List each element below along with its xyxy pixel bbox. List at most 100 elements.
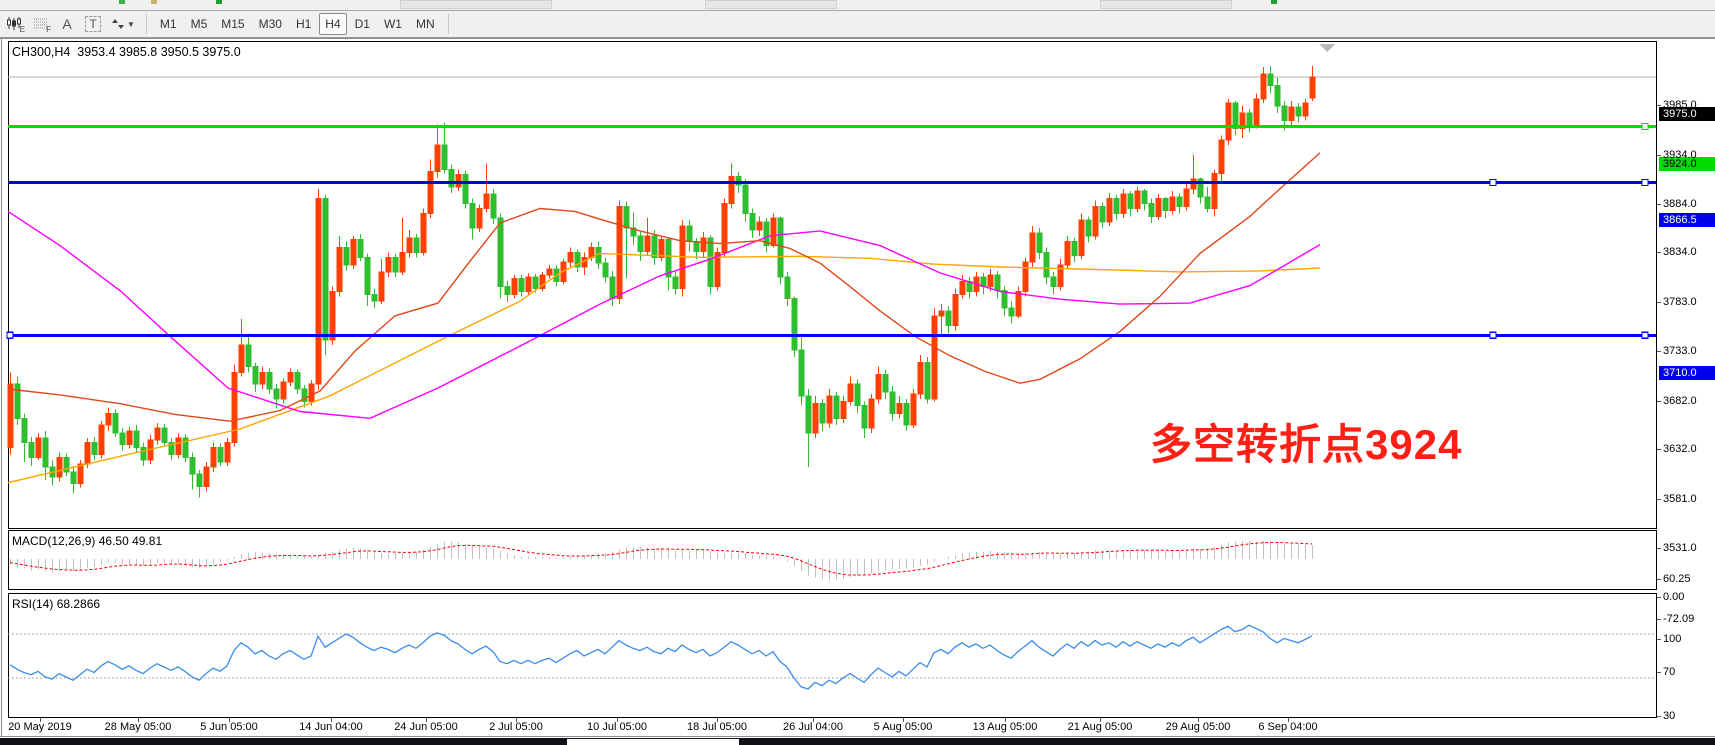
chart-shift-marker[interactable] [1319, 44, 1335, 52]
ma-red [7, 152, 1321, 422]
macd-axis-tick [1657, 618, 1661, 620]
hline-handle[interactable] [1641, 331, 1649, 339]
timeframe-d1-button[interactable]: D1 [354, 17, 370, 31]
price-axis-tick [1657, 449, 1661, 451]
hline-handle[interactable] [1489, 179, 1497, 187]
timeframe-m1-button[interactable]: M1 [159, 17, 177, 31]
time-axis-label[interactable]: 2 Jul 05:00 [489, 721, 543, 733]
window-left-border [1, 39, 2, 737]
macd-axis-label: -72.09 [1663, 612, 1695, 625]
price-axis-tick [1657, 154, 1661, 156]
price-axis-tick [1657, 105, 1661, 106]
chart-window: CH300,H4 3953.4 3985.8 3950.5 3975.0 MAC… [0, 38, 1715, 745]
time-axis-tick [40, 718, 41, 722]
time-axis-label[interactable]: 26 Jul 04:00 [783, 721, 843, 733]
chart-text-annotation[interactable]: 多空转折点3924 [1150, 421, 1463, 468]
chevron-down-icon: ▼ [127, 19, 135, 29]
price-axis-label: 3531.0 [1663, 542, 1697, 554]
price-axis-label: 3783.0 [1663, 296, 1697, 309]
rsi-axis-label: 30 [1663, 710, 1676, 722]
candles-series [7, 66, 1316, 498]
time-axis-tick [1100, 718, 1101, 722]
time-axis-tick [1288, 718, 1289, 722]
timeframe-h1-button[interactable]: H1 [295, 17, 312, 31]
time-axis-label[interactable]: 5 Jun 05:00 [200, 721, 258, 733]
ma-orange [7, 252, 1321, 484]
toolbar-separator [447, 14, 449, 34]
taskbar-strip [0, 738, 1715, 745]
timeframe-m30-button[interactable]: M30 [258, 17, 282, 31]
rsi-panel-frame [8, 593, 1657, 718]
time-axis-tick [617, 718, 618, 722]
time-axis-tick [229, 718, 230, 722]
hline-handle[interactable] [1641, 179, 1649, 187]
timeframe-mn-button[interactable]: MN [415, 17, 435, 31]
chart-mode-sub-label: E [19, 25, 25, 34]
toolbar-fragment-icon [216, 0, 222, 4]
text-annotation-button[interactable]: A [55, 13, 79, 35]
candlestick-chart-icon [7, 17, 21, 30]
time-axis-label[interactable]: 29 Aug 05:00 [1165, 721, 1231, 733]
sort-arrows-icon [112, 19, 124, 29]
text-box-button[interactable]: T [81, 13, 105, 35]
price-axis-tick [1657, 350, 1661, 352]
top-toolbar-sliver [0, 0, 1715, 11]
taskbar-gap [567, 738, 739, 745]
chart-mode-button[interactable]: E [1, 13, 27, 35]
time-axis-tick [516, 718, 517, 722]
window-bottom-border [0, 736, 1715, 737]
rsi-line [9, 624, 1313, 690]
time-axis-label[interactable]: 6 Sep 04:00 [1258, 721, 1318, 733]
price-axis-tick [1657, 499, 1661, 501]
rsi-axis-label: 70 [1663, 666, 1676, 678]
toolbar-fragment-icon [151, 0, 157, 4]
time-axis-label[interactable]: 20 May 2019 [8, 721, 72, 733]
grid-icon [34, 18, 47, 29]
boxed-t-icon: T [85, 16, 101, 32]
rsi-label: RSI(14) [12, 597, 54, 611]
price-axis-label: 3934.0 [1663, 148, 1697, 161]
price-axis-label: 3733.0 [1663, 344, 1697, 357]
toolbar-fragment-icon [119, 0, 125, 4]
macd-label: MACD(12,26,9) [12, 534, 96, 548]
symbol-ohlc-readout: CH300,H4 3953.4 3985.8 3950.5 3975.0 [12, 45, 241, 59]
toolbar-fragment-button [705, 0, 837, 9]
price-level-badge: 3866.5 [1659, 213, 1715, 228]
ma-magenta [7, 210, 1321, 420]
hline-handle[interactable] [1489, 331, 1497, 339]
rsi-indicator-readout: RSI(14) 68.2866 [12, 597, 100, 611]
time-axis-tick [813, 718, 814, 722]
price-axis-label: 3682.0 [1663, 394, 1697, 407]
toolbar-separator [145, 14, 147, 34]
time-axis-label[interactable]: 10 Jul 05:00 [587, 721, 647, 733]
time-axis-label[interactable]: 14 Jun 04:00 [299, 721, 363, 733]
macd-axis-tick [1657, 597, 1661, 598]
timeframe-h4-button[interactable]: H4 [319, 13, 347, 35]
letter-a-icon: A [62, 16, 72, 32]
hline-handle[interactable] [1641, 122, 1649, 131]
macd-indicator-readout: MACD(12,26,9) 46.50 49.81 [12, 534, 162, 548]
time-axis-tick [426, 718, 427, 722]
price-level-badge: 3710.0 [1659, 365, 1715, 380]
rsi-axis-tick [1657, 716, 1661, 717]
timeframe-m15-button[interactable]: M15 [221, 17, 245, 31]
timeframe-w1-button[interactable]: W1 [383, 17, 402, 31]
macd-axis-label: 60.25 [1663, 572, 1691, 585]
grid-button[interactable]: F [29, 13, 53, 35]
time-axis-label[interactable]: 24 Jun 05:00 [394, 721, 458, 733]
time-axis-label[interactable]: 13 Aug 05:00 [972, 721, 1038, 733]
time-axis-label[interactable]: 18 Jul 05:00 [687, 721, 747, 733]
price-axis-tick [1657, 548, 1661, 549]
chart-canvas[interactable] [0, 39, 1715, 739]
indicator-arrows-button[interactable]: ▼ [107, 13, 139, 35]
macd-axis-label: 0.00 [1663, 591, 1685, 603]
price-axis-label: 3834.0 [1663, 246, 1697, 259]
timeframe-m5-button[interactable]: M5 [190, 17, 208, 31]
toolbar-fragment-icon [1271, 0, 1277, 4]
hline-handle[interactable] [6, 331, 14, 339]
time-axis-label[interactable]: 21 Aug 05:00 [1067, 721, 1133, 733]
time-axis-tick [903, 718, 904, 722]
time-axis-label[interactable]: 28 May 05:00 [104, 721, 172, 733]
time-axis-label[interactable]: 5 Aug 05:00 [873, 721, 933, 733]
